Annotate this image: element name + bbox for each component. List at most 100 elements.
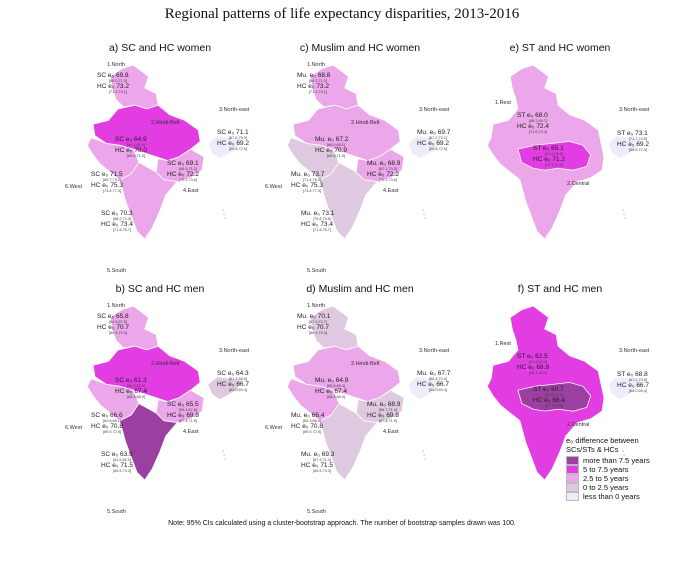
legend-label: more than 7.5 years: [583, 455, 650, 465]
island-marker: [624, 217, 626, 219]
group-estimate: SC e₀ 70.3: [101, 210, 133, 217]
group-ci: [67.9,72.7]: [309, 320, 327, 324]
region-label: 3.North-east: [419, 107, 450, 113]
group-estimate: Mu. e₀ 73.1: [301, 210, 335, 217]
panel-title: a) SC and HC women: [108, 42, 212, 54]
group-ci: [70.8,75.6]: [313, 217, 331, 221]
hc-ci: [69.5,73.3]: [313, 469, 331, 473]
legend-swatch: [566, 491, 579, 501]
india-map: [486, 305, 643, 481]
figure-title: Regional patterns of life expectancy dis…: [164, 6, 520, 22]
hc-estimate: HC e₀ 71.5: [301, 462, 333, 469]
hc-ci: [67.7,69.0]: [545, 404, 563, 408]
group-estimate: Mu. e₀ 69.3: [301, 451, 335, 458]
hc-ci: [65.6,72.5]: [429, 147, 447, 151]
hc-estimate: HC e₀ 72.2: [367, 171, 399, 178]
group-ci: [66.2,71.0]: [309, 79, 327, 83]
region-label: 2.Hindi-Belt: [351, 361, 380, 367]
region-label: 2.Hindi-Belt: [151, 361, 180, 367]
legend-swatch: [566, 482, 579, 492]
hc-estimate: HC e₀ 67.4: [115, 388, 147, 395]
panel-title: e) ST and HC women: [509, 42, 611, 54]
group-estimate: Mu. e₀ 64.9: [315, 377, 349, 384]
group-estimate: ST e₀ 60.7: [533, 386, 564, 393]
island-marker: [222, 209, 224, 212]
hc-ci: [71.8,75.7]: [113, 228, 131, 232]
region-label: 3.North-east: [219, 348, 250, 354]
hc-ci: [69.5,72.5]: [303, 430, 321, 434]
group-ci: [71.4,76.0]: [303, 178, 321, 182]
region-label: 1.North: [307, 62, 326, 68]
group-estimate: Mu. e₀ 66.4: [291, 412, 325, 419]
region-label: 3.North-east: [619, 107, 650, 113]
panel-title: b) SC and HC men: [115, 283, 205, 295]
island-marker: [223, 454, 225, 456]
island-marker: [222, 450, 224, 453]
hc-ci: [68.4,69.4]: [529, 371, 547, 375]
region-central: [517, 382, 592, 412]
hc-ci: [64.0,69.4]: [229, 388, 247, 392]
legend-swatch: [566, 455, 579, 465]
legend-item: 0 to 2.5 years: [566, 482, 650, 492]
hc-ci: [70.9,73.6]: [379, 178, 397, 182]
island-marker: [623, 454, 625, 456]
region-south: [119, 403, 178, 481]
hc-estimate: HC e₀ 70.8: [291, 423, 323, 430]
group-estimate: ST e₀ 68.8: [617, 371, 648, 378]
group-ci: [69.7,73.0]: [103, 178, 121, 182]
hc-estimate: HC e₀ 68.9: [517, 364, 549, 371]
hc-ci: [70.9,73.6]: [179, 178, 197, 182]
hc-estimate: HC e₀ 69.2: [617, 141, 649, 148]
group-ci: [71.7,74.5]: [629, 137, 647, 141]
island-marker: [424, 458, 426, 460]
region-label: 3.North-east: [219, 107, 250, 113]
hc-estimate: HC e₀ 70.0: [115, 147, 147, 154]
group-estimate: ST e₀ 73.1: [617, 130, 648, 137]
map-panel: f) ST and HC men 1.Rest 2.Central 3.North-e…: [455, 283, 665, 503]
group-estimate: SC e₀ 63.9: [101, 451, 133, 458]
group-estimate: SC e₀ 71.5: [91, 171, 123, 178]
group-ci: [66.7,71.0]: [379, 408, 397, 412]
group-estimate: ST e₀ 68.0: [517, 112, 548, 119]
group-estimate: SC e₀ 69.1: [167, 160, 199, 167]
group-estimate: SC e₀ 66.6: [91, 412, 123, 419]
group-estimate: SC e₀ 64.3: [217, 370, 249, 377]
hc-estimate: HC e₀ 73.2: [297, 83, 329, 90]
india-map: [286, 305, 443, 481]
region-label: 6.West: [265, 184, 283, 190]
hc-estimate: HC e₀ 66.7: [617, 382, 649, 389]
hc-ci: [73.4,77.3]: [303, 189, 321, 193]
group-ci: [64.8,68.1]: [103, 419, 121, 423]
group-estimate: SC e₀ 64.9: [115, 136, 147, 143]
island-marker: [622, 450, 624, 453]
group-estimate: SC e₀ 61.3: [115, 377, 147, 384]
hc-ci: [67.8,71.5]: [379, 419, 397, 423]
map-panel: c) Muslim and HC women 1.North 2.Hindi-Bel…: [255, 42, 465, 274]
hc-estimate: HC e₀ 72.4: [517, 123, 549, 130]
hc-ci: [66.8,68.0]: [127, 395, 145, 399]
hc-estimate: HC e₀ 71.5: [101, 462, 133, 469]
hc-estimate: HC e₀ 70.9: [315, 147, 347, 154]
region-ne: [407, 376, 443, 401]
hc-estimate: HC e₀ 69.2: [217, 140, 249, 147]
region-label: 6.West: [65, 184, 83, 190]
region-north: [109, 305, 159, 351]
group-estimate: ST e₀ 65.1: [533, 145, 564, 152]
island-marker: [422, 450, 424, 453]
region-label: 1.Rest: [495, 100, 511, 106]
group-ci: [63.6,65.4]: [327, 384, 345, 388]
region-label: 5.South: [107, 268, 126, 274]
legend-item: less than 0 years: [566, 491, 650, 501]
hc-estimate: HC e₀ 67.4: [315, 388, 347, 395]
group-estimate: ST e₀ 62.5: [517, 353, 548, 360]
region-label: 1.North: [107, 62, 126, 68]
group-ci: [60.8,62.0]: [127, 384, 145, 388]
panel-title: f) ST and HC men: [517, 283, 603, 295]
legend-label: 2.5 to 5 years: [583, 473, 629, 483]
group-ci: [67.0,70.6]: [629, 378, 647, 382]
group-ci: [64.4,65.3]: [127, 143, 145, 147]
hc-ci: [71.4,74.1]: [109, 90, 127, 94]
hc-ci: [69.5,73.3]: [113, 469, 131, 473]
legend-item: 2.5 to 5 years: [566, 473, 650, 483]
hc-ci: [71.8,75.7]: [313, 228, 331, 232]
